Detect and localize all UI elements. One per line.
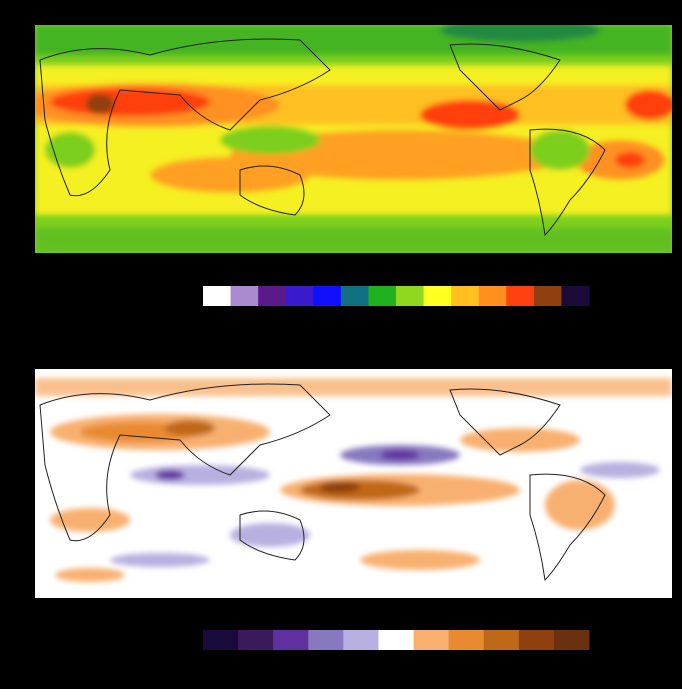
colorbars: [203, 286, 590, 650]
colorbar-swatch: [340, 286, 369, 306]
map-bottom: [35, 369, 672, 598]
colorbar-swatch: [203, 286, 232, 306]
colorbar-swatch: [413, 630, 450, 650]
colorbar-swatch: [313, 286, 342, 306]
colorbar-swatch: [368, 286, 397, 306]
colorbar-swatch: [518, 630, 555, 650]
colorbar-swatch: [478, 286, 507, 306]
colorbar-swatch: [448, 630, 485, 650]
colorbar-swatch: [308, 630, 344, 650]
colorbar-swatch: [285, 286, 314, 306]
colorbar-swatch: [203, 630, 239, 650]
colorbar-swatch: [553, 630, 590, 650]
colorbar-swatch: [483, 630, 520, 650]
colorbar-swatch: [533, 286, 562, 306]
colorbar-swatch: [451, 286, 480, 306]
colorbar-swatch: [396, 286, 425, 306]
colorbar-swatch: [258, 286, 287, 306]
colorbar-swatch: [230, 286, 259, 306]
colorbar-swatch: [378, 630, 415, 650]
colorbar-swatch: [343, 630, 379, 650]
map-top: [35, 25, 672, 253]
colorbar-swatch: [561, 286, 590, 306]
colorbar-swatch: [273, 630, 309, 650]
colorbar-swatch: [238, 630, 274, 650]
colorbar-swatch: [506, 286, 535, 306]
colorbar-swatch: [423, 286, 452, 306]
